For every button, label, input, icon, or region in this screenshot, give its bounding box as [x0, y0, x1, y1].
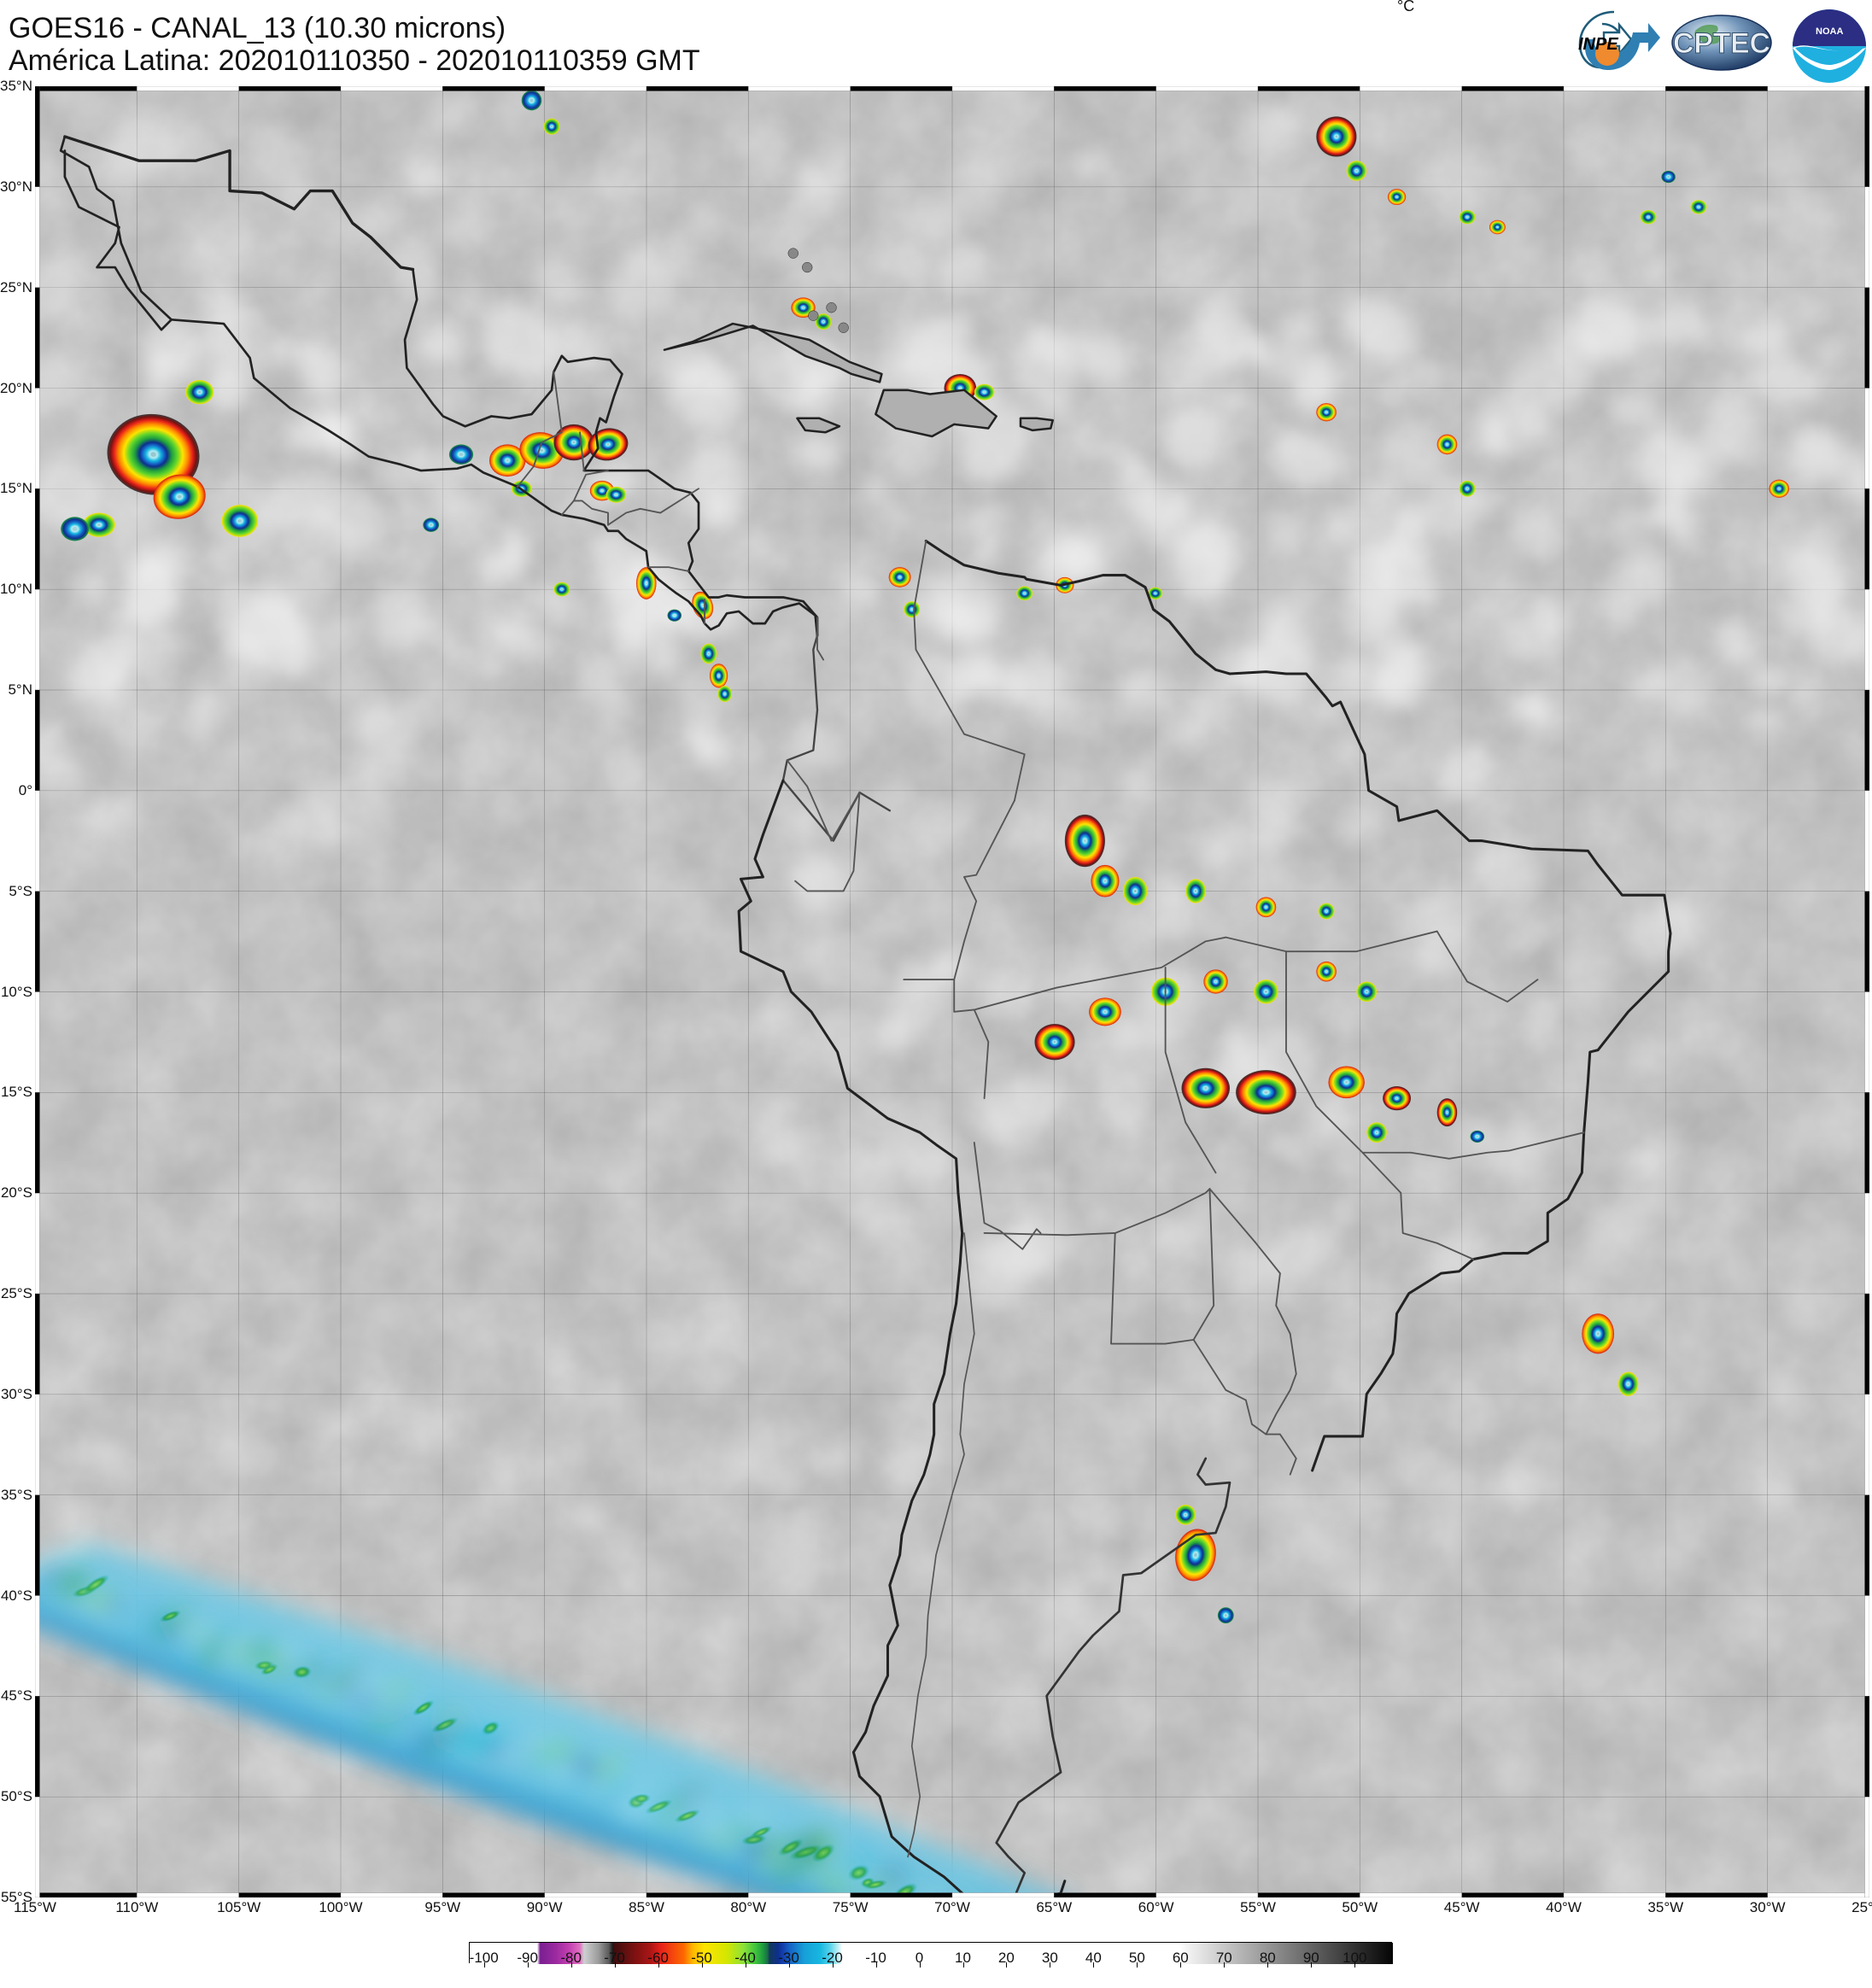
- svg-text:CPTEC: CPTEC: [1673, 27, 1770, 60]
- svg-text:INPE: INPE: [1578, 35, 1618, 54]
- svg-text:NOAA: NOAA: [1816, 26, 1843, 37]
